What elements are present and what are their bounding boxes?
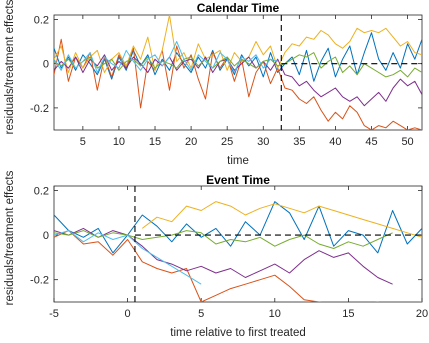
calendar-plot-area: 5 10 15 20 25 30 35 40 45 50 -0.2 0 0.2 <box>30 14 423 148</box>
series-line-2 <box>54 38 422 130</box>
x-tick-label: 5 <box>198 308 204 320</box>
calendar-time-chart: Calendar Time time residuals/treatment e… <box>4 0 423 167</box>
y-tick-label: -0.2 <box>30 103 49 115</box>
x-tick-label: 15 <box>149 136 161 148</box>
series-line-5 <box>54 52 422 78</box>
x-tick-label: 40 <box>329 136 341 148</box>
series-group <box>54 15 422 130</box>
y-tick-label: 0 <box>43 230 49 242</box>
x-tick-label: 0 <box>125 308 131 320</box>
x-tick-label: 10 <box>269 308 281 320</box>
series-line-6 <box>54 41 278 73</box>
x-axis-label: time relative to first treated <box>170 327 306 339</box>
y-axis-label: residuals/treatment effects <box>4 0 16 134</box>
y-tick-label: 0.2 <box>34 185 49 197</box>
y-axis-label: residuals/treatment effects <box>4 170 16 305</box>
series-line-5 <box>54 230 393 249</box>
series-line-3 <box>54 15 422 73</box>
x-axis-label: time <box>227 155 249 167</box>
y-tick-label: -0.2 <box>30 275 49 287</box>
event-plot-area: -5 0 5 10 15 20 -0.2 0 0.2 <box>30 185 428 320</box>
x-tick-label: 25 <box>221 136 233 148</box>
series-group <box>54 186 422 302</box>
series-line-6 <box>54 230 202 285</box>
x-tick-label: 15 <box>342 308 354 320</box>
x-tick-label: 45 <box>365 136 377 148</box>
x-tick-label: 35 <box>293 136 305 148</box>
chart-title: Calendar Time <box>197 1 280 15</box>
series-line-3 <box>141 201 422 238</box>
y-tick-label: 0.2 <box>34 14 49 26</box>
x-tick-label: 10 <box>113 136 125 148</box>
axes-box <box>53 185 423 303</box>
chart-title: Event Time <box>206 173 270 187</box>
series-line-4 <box>54 227 393 285</box>
series-line-1 <box>54 201 422 254</box>
x-tick-label: 30 <box>257 136 269 148</box>
x-tick-label: -5 <box>49 308 59 320</box>
series-line-2 <box>54 230 422 302</box>
x-tick-label: 50 <box>401 136 413 148</box>
x-tick-label: 5 <box>80 136 86 148</box>
x-tick-label: 20 <box>416 308 428 320</box>
x-tick-label: 20 <box>185 136 197 148</box>
y-tick-label: 0 <box>43 59 49 71</box>
event-time-chart: Event Time time relative to first treate… <box>4 170 428 339</box>
